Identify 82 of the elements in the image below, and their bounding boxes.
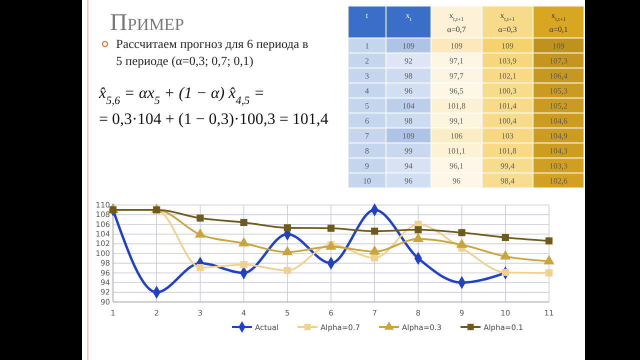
data-label: 104 (402, 102, 414, 110)
data-label: 104,6 (550, 116, 568, 126)
point (238, 237, 250, 246)
y-tick-label: 1 (365, 42, 369, 50)
text: Пример (110, 10, 184, 36)
data-label: 104,9 (550, 132, 568, 140)
point (284, 224, 291, 232)
y-tick-label: 9 (365, 162, 369, 170)
x-tick-label: x$_{t,t+1}$ α=0,3 (498, 11, 517, 34)
y-tick-label: 7 (365, 132, 369, 140)
point (240, 261, 248, 268)
y-tick-label: 6 (365, 116, 369, 126)
data-label: 103,9 (498, 56, 516, 66)
data-label: 97,7 (450, 72, 464, 80)
data-label: 96,5 (450, 86, 464, 96)
data-label: 96 (452, 176, 460, 186)
data-label: 109 (552, 42, 564, 50)
data-label: 98 (404, 72, 412, 80)
text: = 0,3·104 + (1 − 0,3)·100,3 = 101,4 (99, 111, 328, 128)
x-tick-label: x$_{t,t+1}$ α=0,7 (447, 11, 466, 34)
data-label: 109 (502, 42, 514, 50)
data-label: 102,6 (550, 176, 568, 186)
y-tick-label: 2 (365, 56, 369, 66)
data-label: 100,4 (498, 116, 516, 126)
point (371, 254, 378, 262)
y-tick-label: 5 (365, 102, 369, 110)
data-label: 109 (450, 42, 462, 50)
data-label: 107,3 (550, 56, 568, 66)
point (456, 238, 468, 248)
point (502, 268, 509, 276)
y-tick-label: 8 (365, 146, 369, 156)
point (240, 218, 248, 226)
x-tick-label: x$_{t}$ (406, 11, 412, 23)
data-label: 101,8 (498, 146, 516, 156)
data-label: 105,2 (550, 102, 568, 110)
y-tick-label: 10 (363, 176, 371, 186)
data-label: 100,3 (498, 86, 516, 96)
data-label: 97,1 (450, 56, 464, 66)
x-tick-label: x$_{t,t+1}$ α=0,1 (549, 11, 568, 34)
data-label: 101,1 (448, 146, 466, 156)
point (196, 264, 204, 272)
data-label: 92 (404, 56, 412, 66)
data-label: 106 (450, 132, 462, 140)
point (458, 229, 466, 236)
data-label: 104,3 (550, 146, 568, 156)
data-label: 98,4 (500, 176, 514, 186)
point (544, 255, 554, 264)
data-label: 99,1 (450, 116, 464, 126)
point (282, 246, 293, 256)
point (371, 228, 378, 235)
point (545, 269, 553, 276)
data-label: 101,4 (498, 102, 516, 110)
y-tick-label: 3 (365, 72, 369, 80)
data-label: 96,1 (450, 162, 464, 170)
y-tick-label: 4 (365, 86, 369, 96)
data-label: 98 (404, 116, 412, 126)
text: x̂$_{5,6}$ = αx$_{5}$ + (1 − α) x̂$_{4,5}$ = (98, 85, 265, 107)
data-label: 106,4 (550, 72, 568, 80)
point (369, 245, 380, 255)
data-label: 109 (402, 42, 414, 50)
data-label: 102,1 (498, 72, 516, 80)
data-label: 96 (404, 86, 412, 96)
data-label: 109 (402, 132, 414, 140)
data-label: 105,3 (550, 86, 568, 96)
point (500, 250, 511, 260)
point (194, 228, 206, 238)
point (545, 237, 553, 244)
data-label: 103,3 (550, 162, 568, 170)
y-axis-title: t (366, 11, 369, 20)
data-label: 99 (404, 146, 412, 156)
point (196, 214, 204, 222)
data-label: 101,8 (448, 102, 466, 110)
point (414, 226, 422, 234)
data-label: 96 (404, 176, 412, 186)
point (284, 266, 291, 274)
data-label: 103 (502, 132, 514, 140)
data-label: 94 (404, 162, 412, 170)
text: Рассчитаем прогноз для 6 периода в 5 периоде (α=0,3; 0,7; 0,1) (116, 37, 308, 68)
point (412, 232, 424, 242)
point (502, 234, 509, 242)
point (327, 224, 335, 232)
data-label: 99,4 (500, 162, 514, 170)
